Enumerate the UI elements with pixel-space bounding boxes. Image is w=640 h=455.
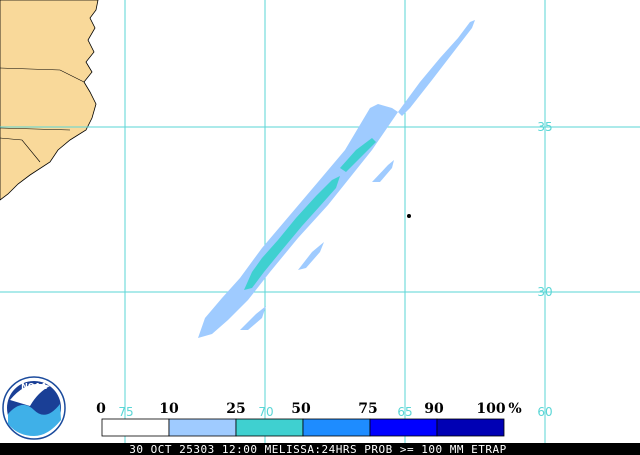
legend-label-50: 50 [291,401,311,417]
logo-wing [10,383,50,406]
swath-10-25-fragment-1 [372,160,394,182]
grid-label-lon-75: 75 [118,405,133,419]
logo-bird [8,404,61,436]
probability-swath [198,20,475,338]
footer-bar [0,443,640,455]
legend: 0 10 25 50 75 90 100 % [96,401,522,437]
noaa-logo: NOAA [2,376,66,440]
grid-label-lon-65: 65 [397,405,412,419]
legend-bin-90-100 [436,418,505,437]
land-east-coast [0,0,99,201]
footer-text: 30 OCT 25303 12:00 MELISSA:24HRS PROB >=… [129,443,507,455]
legend-unit: % [508,401,521,417]
legend-label-0: 0 [96,401,106,417]
swath-10-25-fragment-2 [298,242,324,270]
swath-25-50 [244,176,340,290]
swath-10-25-tail [398,20,475,116]
legend-bin-0-10 [101,418,170,437]
grid-label-lat-30: 30 [537,285,552,299]
state-border-2 [0,127,71,131]
legend-bin-50-75 [302,418,371,437]
legend-bin-25-50 [235,418,304,437]
legend-label-90: 90 [424,401,444,417]
legend-label-100: 100 [476,401,505,417]
legend-label-10: 10 [159,401,179,417]
grid-lines [0,0,640,443]
state-border-1 [0,67,85,83]
legend-bin-75-90 [369,418,438,437]
state-border-3 [0,137,41,163]
logo-text: NOAA [21,382,47,391]
island-small [407,214,411,218]
grid-label-lon-60: 60 [537,405,552,419]
legend-bin-10-25 [168,418,237,437]
grid-label-lat-35: 35 [537,120,552,134]
grid-labels: 35 30 75 70 65 60 [118,120,552,419]
legend-label-75: 75 [358,401,377,417]
legend-label-25: 25 [226,401,245,417]
swath-10-25-fragment-3 [240,306,266,330]
swath-25-50-fragment [340,138,376,172]
grid-label-lon-70: 70 [258,405,273,419]
